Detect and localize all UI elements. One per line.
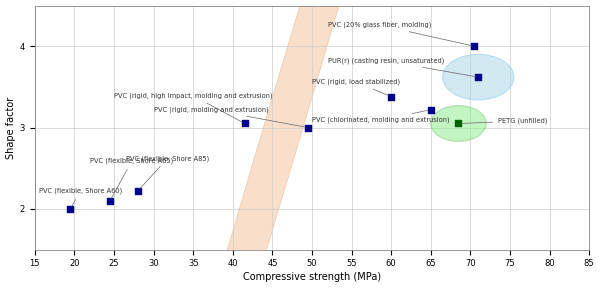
- Point: [470, 44, 479, 48]
- Text: PVC (rigid, load stabilized): PVC (rigid, load stabilized): [312, 79, 400, 96]
- Text: PVC (rigid, high impact, molding and extrusion): PVC (rigid, high impact, molding and ext…: [114, 92, 272, 122]
- Point: [473, 75, 483, 79]
- Point: [426, 107, 436, 112]
- Text: PVC (flexible, Shore A60): PVC (flexible, Shore A60): [39, 188, 122, 206]
- Text: PVC (chlorinated, molding and extrusion): PVC (chlorinated, molding and extrusion): [312, 110, 449, 124]
- Ellipse shape: [431, 106, 486, 141]
- Point: [303, 125, 313, 130]
- Ellipse shape: [443, 54, 514, 100]
- Point: [65, 206, 75, 211]
- Y-axis label: Shape factor: Shape factor: [5, 96, 16, 159]
- Text: PETG (unfilled): PETG (unfilled): [461, 118, 548, 124]
- Text: PUR(r) (casting resin, unsaturated): PUR(r) (casting resin, unsaturated): [328, 58, 476, 77]
- Point: [240, 121, 250, 126]
- Point: [386, 94, 396, 99]
- Point: [133, 189, 143, 193]
- Point: [454, 121, 463, 126]
- X-axis label: Compressive strength (MPa): Compressive strength (MPa): [243, 272, 381, 283]
- Text: PVC (20% glass fiber, molding): PVC (20% glass fiber, molding): [328, 22, 472, 46]
- Text: PVC (rigid, molding and extrusion): PVC (rigid, molding and extrusion): [154, 106, 305, 127]
- Text: PVC (flexible, Shore A65): PVC (flexible, Shore A65): [90, 158, 173, 198]
- Ellipse shape: [62, 0, 499, 288]
- Text: PVC (flexible, Shore A85): PVC (flexible, Shore A85): [126, 155, 209, 189]
- Point: [105, 198, 115, 203]
